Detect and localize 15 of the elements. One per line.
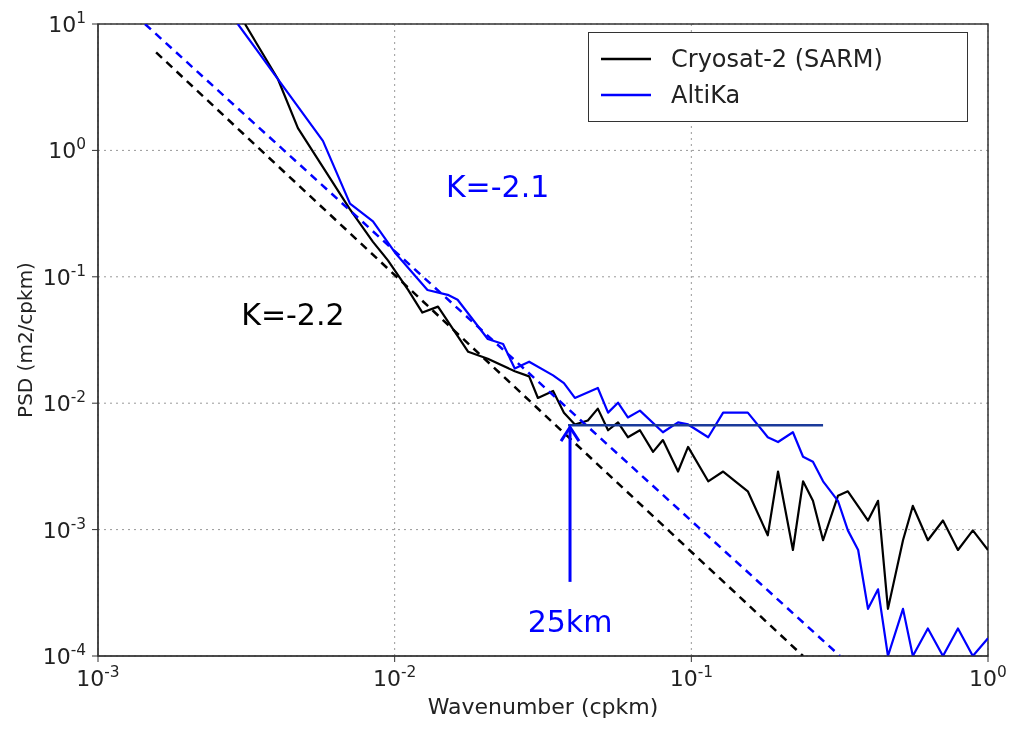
x-tick-label: 10$^{-1}$ — [669, 663, 714, 691]
x-tick-label: 10$^{0}$ — [969, 663, 1007, 691]
x-tick-label: 10$^{-2}$ — [372, 663, 417, 691]
y-tick-label: 10$^{0}$ — [48, 135, 86, 164]
annotation: K=-2.1 — [445, 169, 550, 205]
annotation: K=-2.2 — [241, 296, 345, 332]
y-tick-label: 10$^{-3}$ — [42, 514, 86, 543]
y-tick-label: 10$^{-2}$ — [42, 388, 86, 417]
legend-label: Cryosat-2 (SARM) — [671, 44, 883, 75]
annotation: 25km — [527, 603, 613, 639]
y-tick-label: 10$^{-1}$ — [42, 261, 86, 290]
x-axis-title: Wavenumber (cpkm) — [427, 694, 659, 719]
y-axis-title: PSD (m2/cpkm) — [13, 262, 37, 418]
y-tick-label: 10$^{1}$ — [48, 9, 86, 37]
legend-label: AltiKa — [671, 80, 741, 111]
